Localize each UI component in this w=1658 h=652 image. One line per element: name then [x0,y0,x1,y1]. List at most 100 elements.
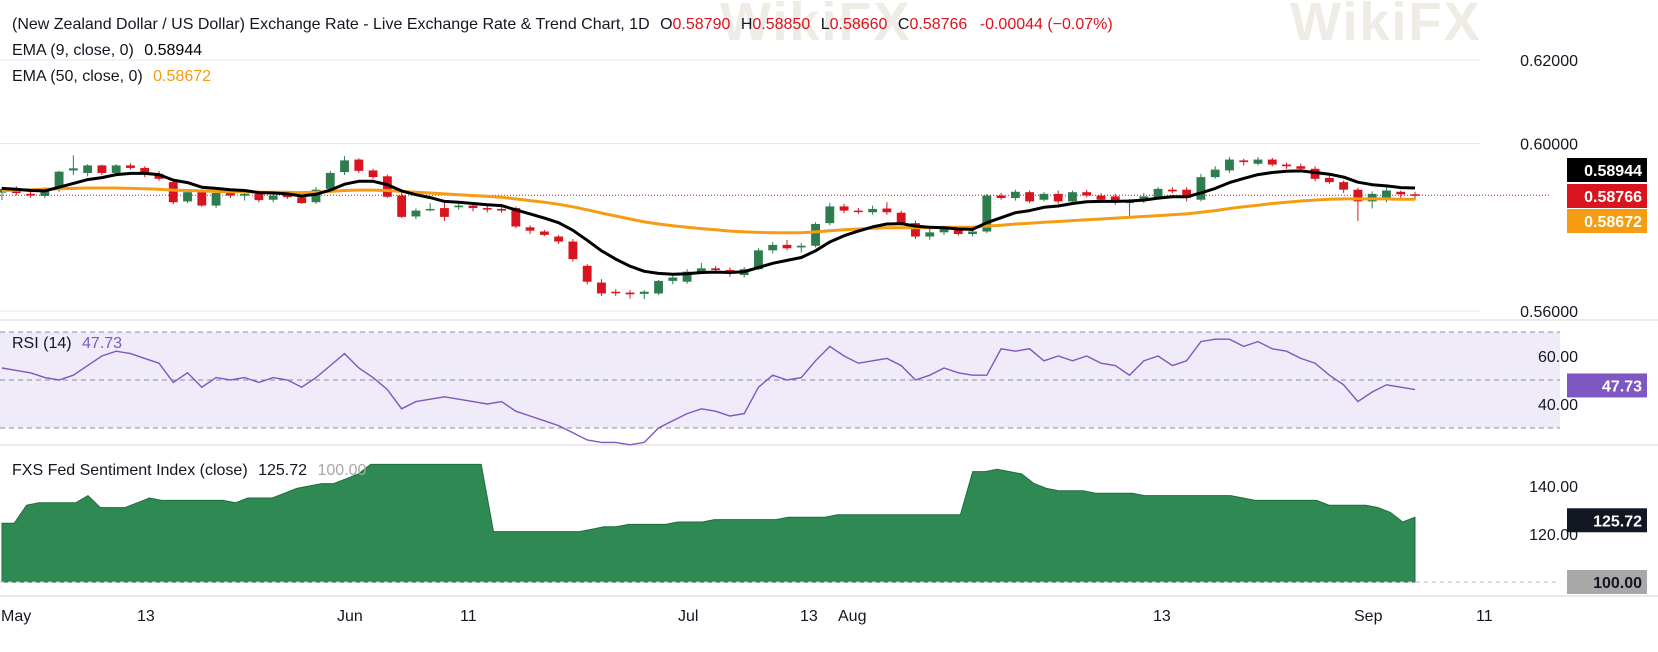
candle[interactable] [782,239,792,251]
candle-body [1053,193,1063,202]
candle[interactable] [83,164,93,177]
candle-body [54,171,64,190]
candle[interactable] [839,203,849,214]
candle[interactable] [853,208,863,214]
candle[interactable] [1353,187,1363,222]
candle[interactable] [425,203,435,212]
candle[interactable] [126,163,135,170]
candle-body [1253,159,1263,164]
candle[interactable] [1339,180,1349,194]
candle-body [1282,164,1291,167]
candle[interactable] [1253,157,1263,166]
candle-body [996,195,1006,199]
candle-body [939,229,949,233]
candle[interactable] [1068,190,1077,204]
candle[interactable] [1082,189,1092,198]
candle[interactable] [825,203,835,226]
candle-body [254,193,264,201]
candle[interactable] [240,192,250,201]
candle[interactable] [996,193,1006,200]
ema9-axis-badge-text: 0.58944 [1584,163,1642,180]
candle[interactable] [611,289,621,296]
ema9-value: 0.58944 [144,42,202,59]
change-value: -0.00044 (−0.07%) [980,16,1113,33]
candle[interactable] [1267,157,1277,167]
candle-body [511,208,521,227]
candle-body [554,236,564,242]
candle[interactable] [796,243,806,253]
candle[interactable] [868,205,878,215]
candle[interactable] [411,208,421,219]
candle-body [197,192,207,206]
candle[interactable] [1053,190,1063,204]
candle[interactable] [1282,162,1291,169]
candle[interactable] [382,174,392,199]
candle[interactable] [1039,192,1049,202]
ema9-legend[interactable]: EMA (9, close, 0) 0.58944 [12,42,202,59]
fxs-ref-value: 100.00 [318,462,367,479]
candle-body [283,195,292,198]
candle[interactable] [1239,158,1249,166]
last-price-badge-bg [1567,184,1647,208]
candle-body [1096,195,1106,200]
candle[interactable] [440,202,449,222]
candle-body [325,172,335,189]
ema50-value: 0.58672 [153,68,211,85]
candle[interactable] [539,229,549,237]
candle[interactable] [325,170,335,191]
candle[interactable] [625,290,635,299]
candle-body [240,193,250,196]
candle[interactable] [211,190,221,209]
candle[interactable] [1210,166,1220,179]
candle[interactable] [454,203,464,210]
price-tick-label: 0.60000 [1520,137,1578,154]
close-value: 0.58766 [909,16,967,33]
candle[interactable] [1010,189,1020,201]
candle-body [1339,182,1349,190]
candle[interactable] [368,168,378,179]
candle[interactable] [1324,175,1334,184]
candle[interactable] [197,190,207,207]
ema50-legend[interactable]: EMA (50, close, 0) 0.58672 [12,68,211,85]
candle[interactable] [911,220,920,240]
candle[interactable] [882,202,892,215]
candle[interactable] [597,279,606,296]
candle[interactable] [568,239,578,262]
price-axis: 0.62000 0.60000 0.56000 0.58944 0.58766 0.586… [1520,53,1647,321]
rsi-badge-text: 47.73 [1602,378,1642,395]
candle[interactable] [1167,187,1177,194]
candle[interactable] [340,156,349,176]
candle-body [1267,159,1277,165]
candle[interactable] [582,264,592,285]
candle[interactable] [97,164,107,176]
candle-body [440,208,449,217]
candle[interactable] [354,158,364,173]
candle[interactable] [1225,157,1234,173]
candle[interactable] [639,290,649,300]
candle[interactable] [682,269,692,284]
candle[interactable] [140,166,150,178]
candle[interactable] [768,241,778,254]
candle-body [268,195,278,200]
candle-body [68,168,78,171]
candle[interactable] [1110,193,1120,205]
candle[interactable] [1025,190,1035,204]
candle[interactable] [811,222,820,248]
last-price-badge: 0.58766 [1567,184,1647,208]
candle[interactable] [1196,173,1206,202]
candle[interactable] [168,179,178,205]
fxs-legend[interactable]: FXS Fed Sentiment Index (close) 125.72 1… [12,462,367,479]
candle[interactable] [1182,187,1192,202]
candle[interactable] [654,280,663,296]
candle[interactable] [397,193,407,219]
candle[interactable] [525,225,535,235]
candle[interactable] [668,274,678,285]
candle[interactable] [482,205,492,213]
candle[interactable] [925,229,935,240]
candle[interactable] [554,234,564,245]
candle[interactable] [68,155,78,176]
rsi-legend[interactable]: RSI (14) 47.73 [12,335,122,352]
candle[interactable] [268,193,278,203]
